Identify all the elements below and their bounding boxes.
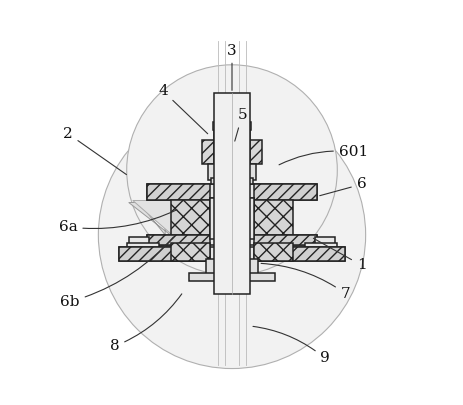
Bar: [119, 247, 209, 261]
Circle shape: [98, 101, 365, 369]
Bar: [147, 184, 209, 200]
Bar: [213, 93, 250, 294]
Bar: [254, 184, 316, 200]
Text: 7: 7: [261, 263, 350, 301]
Bar: [202, 140, 213, 164]
Circle shape: [126, 65, 337, 275]
Bar: [254, 243, 292, 261]
Bar: [211, 178, 252, 184]
Bar: [189, 273, 274, 281]
Bar: [314, 237, 335, 244]
Text: 1: 1: [313, 238, 366, 272]
Bar: [207, 164, 256, 180]
Bar: [119, 247, 344, 261]
Bar: [147, 235, 209, 245]
Bar: [304, 243, 337, 249]
Polygon shape: [128, 202, 183, 245]
Text: 6a: 6a: [58, 210, 176, 234]
Bar: [250, 140, 261, 164]
Text: 601: 601: [278, 145, 367, 165]
Polygon shape: [132, 200, 181, 243]
Text: 6: 6: [319, 177, 366, 196]
Text: 6b: 6b: [60, 237, 173, 309]
Text: 4: 4: [158, 84, 207, 134]
Bar: [254, 200, 292, 237]
Text: 3: 3: [227, 44, 236, 90]
Bar: [147, 184, 316, 200]
Bar: [147, 235, 316, 245]
Bar: [205, 259, 258, 275]
Bar: [171, 243, 209, 261]
Bar: [209, 198, 254, 211]
Text: 9: 9: [252, 326, 329, 365]
Bar: [171, 200, 209, 237]
Bar: [254, 247, 344, 261]
Bar: [209, 198, 254, 239]
Bar: [213, 128, 250, 172]
Text: 2: 2: [63, 127, 126, 175]
Bar: [126, 243, 159, 249]
Text: 8: 8: [110, 294, 181, 353]
Bar: [213, 122, 250, 130]
Text: 5: 5: [234, 109, 246, 141]
Bar: [128, 237, 149, 244]
Bar: [254, 235, 316, 245]
